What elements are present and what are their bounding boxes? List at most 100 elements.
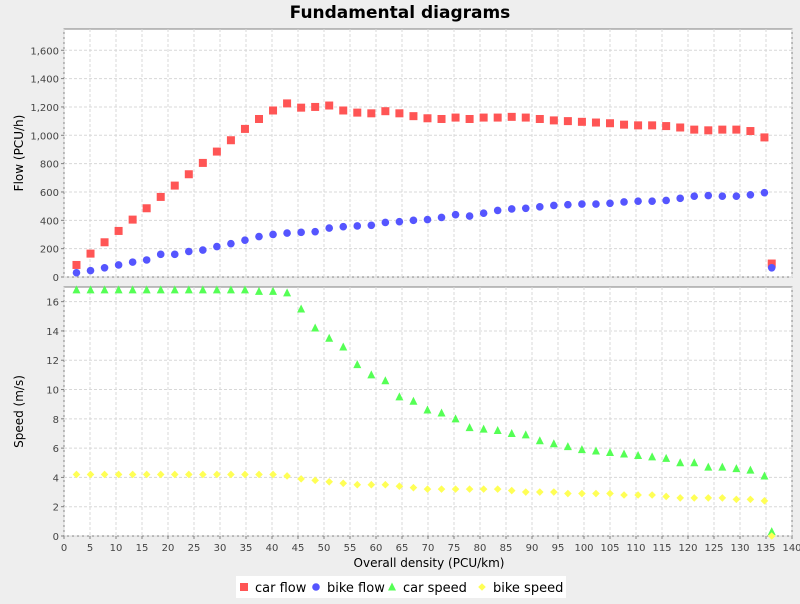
bike-flow-point (634, 197, 642, 205)
x-tick-label: 115 (652, 543, 671, 554)
bike-speed-point (760, 497, 769, 505)
x-tick-label: 140 (782, 543, 800, 554)
car-speed-point (423, 405, 432, 414)
flow-y-tick-label: 400 (40, 216, 59, 227)
bike-flow-point (100, 263, 109, 272)
bike-flow-point (381, 218, 390, 227)
bike-flow-point (156, 250, 165, 259)
car-speed-point (367, 370, 376, 379)
car-flow-point (507, 112, 516, 121)
bike-flow-point (283, 229, 291, 237)
bike-speed-point (564, 489, 572, 498)
bike-speed-point (648, 491, 656, 499)
x-tick-label: 40 (266, 543, 279, 554)
speed-y-tick-label: 8 (53, 415, 59, 426)
car-flow-legend-marker (240, 583, 248, 591)
bike-speed-point (185, 470, 193, 479)
car-speed-point (255, 286, 263, 295)
car-flow-point (240, 124, 249, 133)
car-flow-point (521, 113, 530, 122)
bike-flow-point (395, 217, 404, 226)
car-flow-point (255, 114, 263, 123)
bike-speed-point (367, 480, 376, 489)
bike-speed-point (114, 470, 123, 479)
flow-y-tick-label: 800 (40, 160, 59, 171)
x-tick-label: 100 (574, 543, 593, 554)
flow-y-tick-label: 200 (40, 245, 59, 256)
car-flow-point (493, 113, 502, 122)
car-speed-point (297, 304, 306, 313)
car-speed-point (283, 288, 292, 297)
flow-panel: 0 200 400 600 800 1,000 1,200 1,400 1,600 Flow (P… (12, 28, 793, 284)
flow-y-tick-label: 600 (40, 188, 59, 199)
car-speed-point (451, 414, 460, 423)
x-tick-label: 30 (214, 543, 227, 554)
speed-y-tick-label: 12 (46, 356, 59, 367)
bike-speed-point (493, 485, 502, 493)
speed-panel: 0 2 4 6 8 10 12 14 16 Speed (m/s) (12, 285, 793, 543)
bike-flow-point (72, 268, 81, 277)
car-flow-point (395, 109, 404, 118)
bike-flow-point (325, 224, 334, 232)
flow-y-axis-label: Flow (PCU/h) (12, 115, 26, 192)
bike-flow-point (704, 191, 713, 200)
car-flow-point (718, 125, 727, 134)
car-flow-point (339, 106, 348, 115)
car-flow-point (156, 192, 165, 201)
bike-speed-point (142, 470, 151, 479)
bike-speed-legend-label: bike speed (493, 581, 563, 596)
x-tick-label: 120 (678, 543, 697, 554)
flow-y-tick-label: 1,200 (30, 103, 59, 114)
bike-speed-legend-marker (478, 583, 486, 591)
bike-speed-point (479, 485, 488, 493)
car-flow-point (676, 123, 685, 132)
car-speed-point (114, 285, 123, 294)
bike-flow-point (409, 216, 418, 225)
car-flow-point (767, 259, 776, 268)
car-speed-point (591, 446, 600, 455)
car-flow-point (367, 109, 376, 118)
car-flow-point (72, 260, 81, 269)
x-axis-label: Overall density (PCU/km) (354, 556, 505, 570)
bike-flow-point (241, 236, 249, 244)
car-flow-point (226, 136, 235, 145)
bike-speed-point (507, 486, 516, 495)
car-speed-point (437, 408, 446, 417)
car-flow-point (311, 102, 320, 111)
bike-speed-point (100, 470, 109, 479)
bike-flow-point (746, 191, 755, 199)
speed-y-tick-label: 4 (53, 473, 59, 484)
bike-speed-point (592, 489, 600, 498)
bike-flow-point (767, 263, 776, 272)
car-flow-point (325, 101, 334, 110)
bike-speed-point (606, 489, 614, 498)
speed-y-tick-label: 14 (46, 327, 59, 338)
car-flow-point (184, 170, 193, 179)
bike-flow-point (479, 209, 488, 218)
bike-speed-point (170, 470, 179, 479)
car-speed-point (240, 285, 249, 294)
car-speed-point (507, 428, 516, 437)
car-flow-point (634, 121, 643, 130)
speed-y-tick-label: 2 (53, 503, 59, 514)
bike-flow-point (676, 194, 684, 203)
car-flow-point (212, 147, 221, 156)
bike-flow-point (648, 197, 656, 205)
car-flow-point (198, 158, 207, 167)
car-speed-point (156, 285, 165, 294)
car-speed-point (620, 449, 629, 458)
car-speed-point (549, 439, 558, 448)
car-speed-point (269, 286, 278, 295)
car-speed-point (184, 285, 193, 294)
bike-flow-point (437, 213, 446, 222)
bike-speed-point (227, 470, 235, 479)
bike-speed-point (297, 475, 305, 483)
car-speed-point (676, 458, 685, 467)
car-flow-point (577, 117, 586, 126)
car-flow-point (437, 114, 446, 123)
x-tick-label: 70 (422, 543, 435, 554)
car-flow-point (100, 238, 109, 247)
bike-speed-point (213, 470, 221, 479)
bike-flow-point (451, 210, 460, 219)
